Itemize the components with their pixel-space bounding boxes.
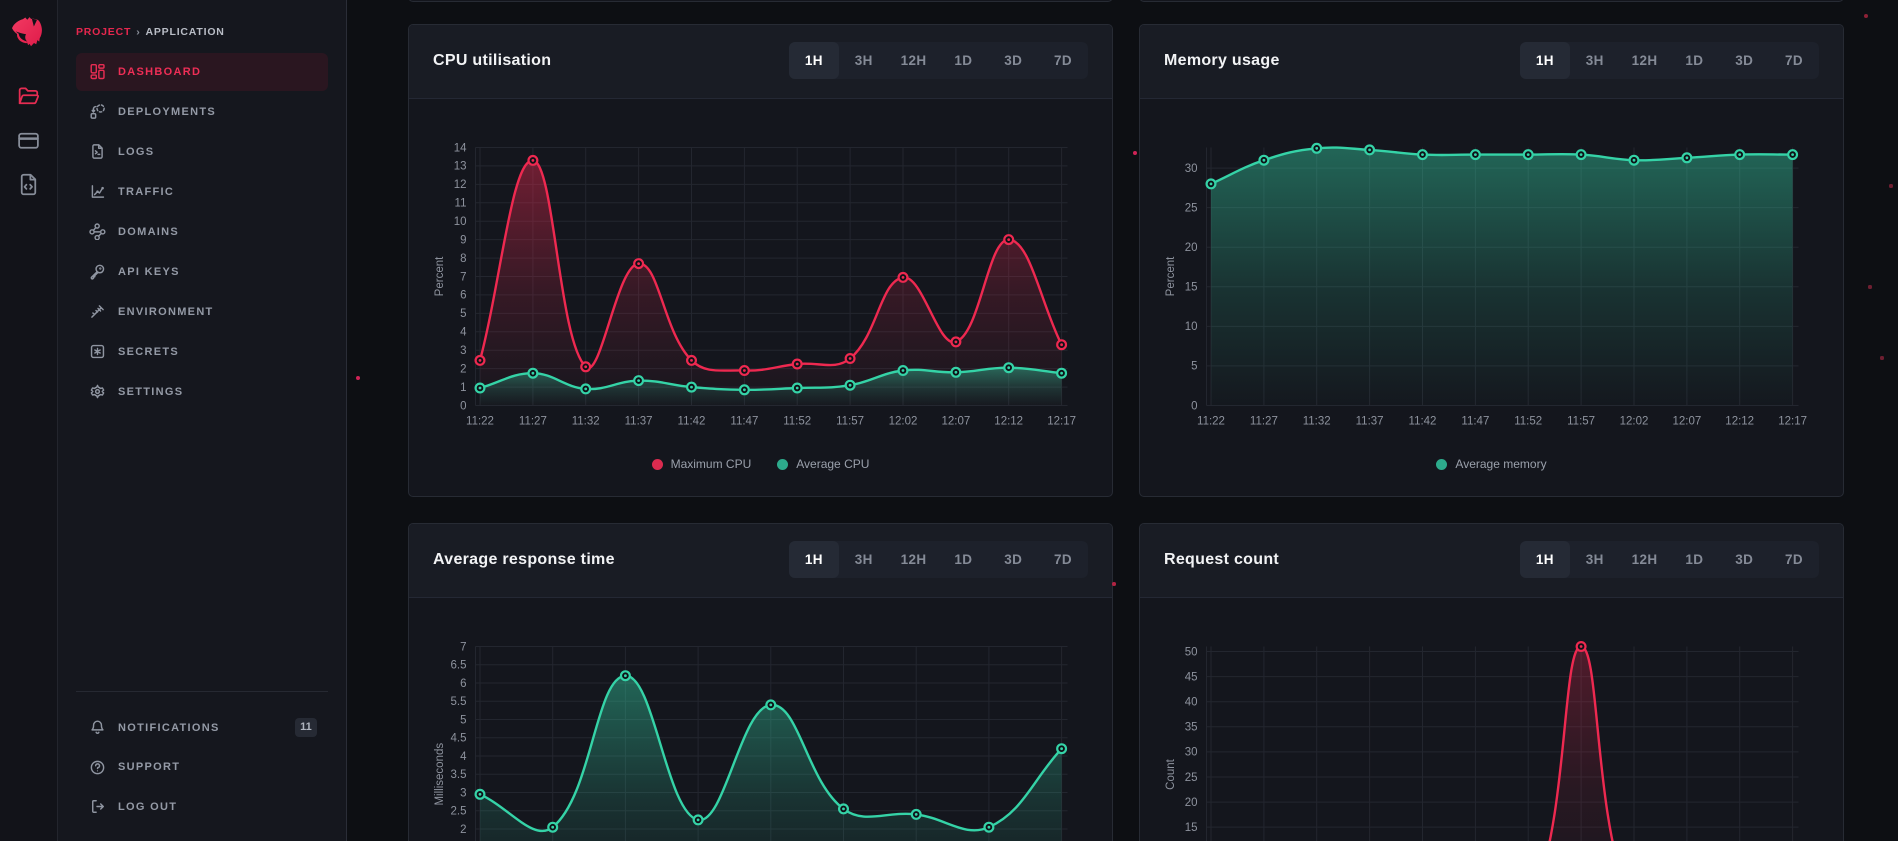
svg-text:Milliseconds: Milliseconds: [434, 743, 446, 806]
svg-text:12: 12: [454, 179, 467, 191]
svg-text:11:32: 11:32: [1303, 416, 1331, 428]
svg-text:6: 6: [460, 290, 466, 302]
svg-text:2: 2: [460, 824, 466, 836]
svg-text:6.5: 6.5: [451, 660, 467, 672]
svg-text:Percent: Percent: [434, 256, 446, 296]
svg-text:20: 20: [1185, 797, 1198, 809]
svg-text:11:22: 11:22: [1197, 416, 1225, 428]
svg-text:5: 5: [460, 714, 466, 726]
svg-text:4: 4: [460, 327, 467, 339]
svg-text:4: 4: [460, 751, 467, 763]
svg-text:12:07: 12:07: [942, 416, 971, 428]
svg-text:12:02: 12:02: [889, 416, 918, 428]
svg-text:7: 7: [460, 271, 466, 283]
svg-text:12:17: 12:17: [1778, 416, 1807, 428]
svg-text:3: 3: [460, 787, 466, 799]
svg-text:5.5: 5.5: [451, 696, 467, 708]
svg-text:4.5: 4.5: [451, 733, 467, 745]
svg-text:30: 30: [1185, 163, 1198, 175]
svg-text:11: 11: [455, 198, 467, 210]
svg-text:0: 0: [460, 400, 466, 412]
svg-text:15: 15: [1185, 822, 1198, 834]
svg-text:12:02: 12:02: [1620, 416, 1649, 428]
svg-text:45: 45: [1185, 671, 1198, 683]
svg-text:25: 25: [1185, 772, 1198, 784]
svg-text:5: 5: [460, 308, 466, 320]
svg-text:11:37: 11:37: [1356, 416, 1384, 428]
svg-text:12:12: 12:12: [1725, 416, 1754, 428]
svg-text:30: 30: [1185, 747, 1198, 759]
svg-text:2.5: 2.5: [451, 806, 467, 818]
svg-text:20: 20: [1185, 242, 1198, 254]
svg-text:11:27: 11:27: [519, 416, 547, 428]
svg-text:6: 6: [460, 678, 466, 690]
svg-text:11:42: 11:42: [1409, 416, 1437, 428]
svg-text:12:12: 12:12: [994, 416, 1023, 428]
svg-text:11:42: 11:42: [678, 416, 706, 428]
svg-text:11:27: 11:27: [1250, 416, 1278, 428]
svg-text:15: 15: [1185, 282, 1198, 294]
svg-text:10: 10: [1185, 321, 1198, 333]
svg-text:11:52: 11:52: [783, 416, 811, 428]
svg-text:11:47: 11:47: [730, 416, 758, 428]
svg-text:11:57: 11:57: [836, 416, 864, 428]
svg-text:11:37: 11:37: [625, 416, 653, 428]
svg-text:40: 40: [1185, 697, 1198, 709]
svg-text:35: 35: [1185, 722, 1198, 734]
svg-text:11:57: 11:57: [1567, 416, 1595, 428]
svg-text:13: 13: [454, 161, 467, 173]
svg-text:50: 50: [1185, 646, 1198, 658]
svg-text:8: 8: [460, 253, 466, 265]
svg-text:11:32: 11:32: [572, 416, 600, 428]
svg-text:3.5: 3.5: [451, 769, 467, 781]
svg-text:12:07: 12:07: [1673, 416, 1702, 428]
svg-text:5: 5: [1191, 361, 1197, 373]
svg-text:25: 25: [1185, 202, 1198, 214]
svg-text:9: 9: [460, 234, 466, 246]
svg-text:11:52: 11:52: [1514, 416, 1542, 428]
svg-text:10: 10: [454, 216, 467, 228]
svg-text:0: 0: [1191, 400, 1197, 412]
svg-text:1: 1: [460, 382, 466, 394]
svg-text:2: 2: [460, 363, 466, 375]
svg-text:3: 3: [460, 345, 466, 357]
svg-text:12:17: 12:17: [1047, 416, 1076, 428]
svg-text:14: 14: [454, 142, 467, 154]
svg-text:Count: Count: [1165, 758, 1177, 789]
svg-text:7: 7: [460, 641, 466, 653]
svg-text:11:47: 11:47: [1461, 416, 1489, 428]
svg-text:Percent: Percent: [1165, 256, 1177, 296]
svg-text:11:22: 11:22: [466, 416, 494, 428]
